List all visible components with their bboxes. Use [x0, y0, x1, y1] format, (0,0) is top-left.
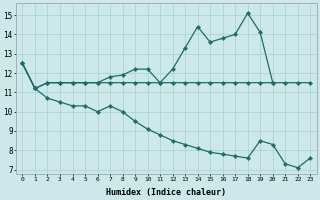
- X-axis label: Humidex (Indice chaleur): Humidex (Indice chaleur): [106, 188, 226, 197]
